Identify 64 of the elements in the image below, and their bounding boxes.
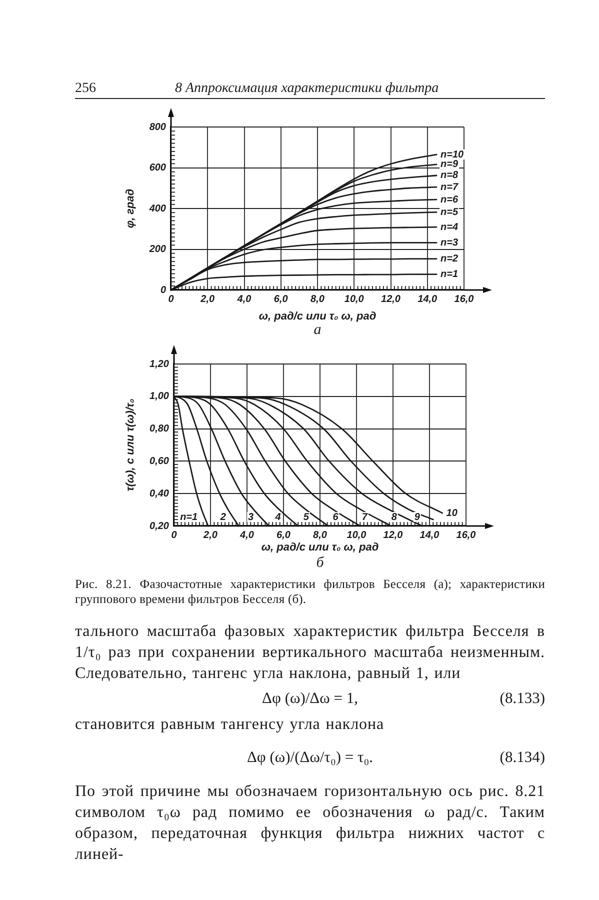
series-label: n=4 bbox=[440, 222, 458, 233]
x-tick-label: 4,0 bbox=[236, 294, 252, 305]
y-tick-label: 1,00 bbox=[150, 391, 170, 402]
y-tick-label: 0,80 bbox=[150, 424, 170, 435]
text: 256 bbox=[75, 80, 96, 98]
x-axis-title: ω, рад/с или τ₀ ω, рад bbox=[258, 310, 376, 322]
text: а bbox=[312, 322, 322, 338]
text: (8.133) bbox=[500, 689, 545, 709]
x-tick-label: 16,0 bbox=[456, 530, 476, 541]
x-axis-title: ω, рад/с или τ₀ ω, рад bbox=[261, 541, 379, 554]
series-label: 2 bbox=[219, 512, 226, 523]
y-tick-label: 0,40 bbox=[150, 488, 170, 500]
y-axis-title: τ(ω), с или τ(ω)/τ₀ bbox=[124, 398, 137, 492]
x-tick-label: 2,0 bbox=[200, 294, 216, 305]
x-tick-label: 10,0 bbox=[344, 294, 364, 305]
text: (8.134) bbox=[500, 748, 545, 768]
series-label: n=1 bbox=[440, 269, 458, 280]
x-tick-label: 12,0 bbox=[383, 530, 404, 541]
series-label: 8 bbox=[391, 512, 398, 523]
x-tick-label: 14,0 bbox=[418, 294, 438, 305]
x-tick-label: 2,0 bbox=[202, 530, 218, 541]
series-label: n=2 bbox=[440, 254, 458, 265]
y-tick-label: 1,20 bbox=[150, 358, 170, 370]
y-tick-label: 0,60 bbox=[150, 456, 170, 467]
x-tick-label: 6,0 bbox=[276, 530, 291, 541]
x-tick-label: 8,0 bbox=[313, 530, 328, 541]
x-tick-label: 14,0 bbox=[420, 530, 440, 541]
series-label: n=3 bbox=[440, 237, 458, 248]
x-tick-label: 0 bbox=[171, 530, 178, 541]
series-label: n=6 bbox=[440, 194, 458, 206]
y-tick-label: 800 bbox=[149, 122, 166, 133]
text: Δφ (ω)/(Δω/τ₀) = τ₀. bbox=[246, 749, 374, 766]
series-label: n=9 bbox=[440, 159, 458, 170]
text: становится равным тангенсу угла наклона bbox=[75, 715, 386, 735]
text: По этой причине мы обозначаем горизонтальную ось рис. 8.21 символом τ₀ω рад помимо ее обозначения ω рад/с. Таким образом, передаточная функция фильтра нижних частот с линей- bbox=[75, 782, 545, 865]
y-tick-label: 200 bbox=[148, 244, 166, 255]
y-tick-label: 600 bbox=[149, 162, 166, 174]
series-label: n=7 bbox=[440, 182, 458, 193]
x-tick-label: 16,0 bbox=[454, 294, 474, 305]
series-label: 5 bbox=[303, 512, 310, 523]
y-tick-label: 0 bbox=[160, 284, 166, 296]
text: б bbox=[315, 555, 325, 571]
series-label: 4 bbox=[274, 512, 282, 523]
series-label: n=5 bbox=[440, 206, 458, 218]
series-label: n=10 bbox=[440, 149, 464, 160]
series-label: 3 bbox=[248, 512, 254, 523]
x-tick-label: 12,0 bbox=[381, 294, 401, 305]
series-label: 7 bbox=[362, 512, 368, 523]
y-axis-title: φ, град bbox=[124, 188, 137, 228]
text: Рис. 8.21. Фазочастотные характеристики фильтров Бесселя (а); характеристики группового времени фильтров Бесселя (б). bbox=[75, 577, 545, 607]
text: тального масштаба фазовых характеристик фильтра Бесселя в 1/τ₀ раз при сохранении вертикального масштаба неизменным. Следовательно, тангенс угла наклона, равный 1, или bbox=[75, 622, 545, 684]
y-tick-label: 0,20 bbox=[150, 520, 170, 532]
x-tick-label: 6,0 bbox=[274, 294, 288, 305]
series-label: n=1 bbox=[180, 512, 198, 523]
series-label: n=8 bbox=[440, 170, 458, 182]
y-tick-label: 400 bbox=[148, 203, 166, 214]
x-tick-label: 4,0 bbox=[239, 530, 254, 541]
text: Δφ (ω)/Δω = 1, bbox=[262, 690, 358, 707]
x-tick-label: 8,0 bbox=[310, 294, 325, 305]
series-label: 10 bbox=[446, 508, 458, 519]
series-label: 9 bbox=[414, 512, 420, 523]
text: 8 Аппроксимация характеристики фильтра bbox=[175, 80, 439, 98]
x-tick-label: 10,0 bbox=[346, 530, 367, 541]
series-label: 6 bbox=[332, 512, 339, 523]
